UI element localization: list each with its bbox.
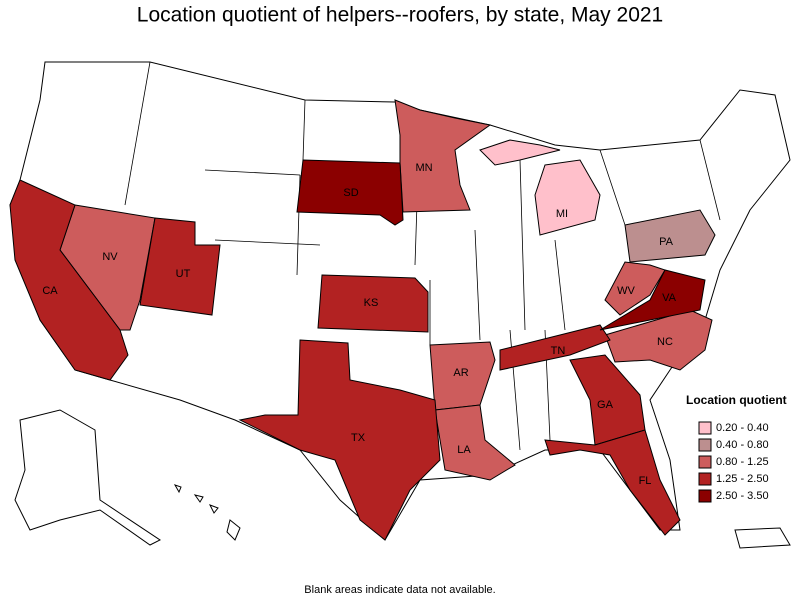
footnote: Blank areas indicate data not available. bbox=[304, 584, 495, 596]
state: FL bbox=[544, 429, 681, 536]
hawaii bbox=[173, 484, 241, 541]
state-label: TN bbox=[551, 345, 566, 357]
state: MN bbox=[394, 99, 492, 213]
state-label: NV bbox=[102, 251, 118, 263]
state: SD bbox=[296, 159, 404, 226]
legend-title: Location quotient bbox=[686, 393, 787, 407]
state-borders bbox=[124, 61, 721, 451]
state-label: KS bbox=[364, 297, 379, 309]
state-label: SD bbox=[343, 187, 358, 199]
state: UT bbox=[139, 217, 221, 316]
state-label: MI bbox=[556, 208, 568, 220]
state: TN bbox=[499, 324, 611, 371]
legend-label: 1.25 - 2.50 bbox=[716, 473, 769, 485]
state-label: PA bbox=[659, 236, 674, 248]
legend-label: 0.40 - 0.80 bbox=[716, 439, 769, 451]
state-label: TX bbox=[351, 432, 366, 444]
state-label: CA bbox=[42, 285, 58, 297]
state-label: LA bbox=[457, 444, 471, 456]
state-label: NC bbox=[657, 336, 673, 348]
map-title: Location quotient of helpers--roofers, b… bbox=[137, 4, 663, 27]
state: KS bbox=[317, 274, 429, 333]
state-label: UT bbox=[176, 268, 191, 280]
legend-label: 0.20 - 0.40 bbox=[716, 422, 769, 434]
puerto-rico bbox=[734, 527, 791, 549]
state: PA bbox=[624, 209, 716, 263]
legend-swatch bbox=[698, 489, 712, 503]
state-label: MN bbox=[415, 162, 432, 174]
state: LA bbox=[434, 404, 516, 481]
state-label: VA bbox=[662, 292, 677, 304]
legend-label: 2.50 - 3.50 bbox=[716, 490, 769, 502]
state: TX bbox=[238, 339, 441, 541]
alaska bbox=[14, 409, 161, 546]
state: NC bbox=[604, 309, 713, 371]
legend-label: 0.80 - 1.25 bbox=[716, 456, 769, 468]
state: GA bbox=[569, 354, 646, 446]
state-label: FL bbox=[639, 475, 652, 487]
state-label: WV bbox=[617, 285, 635, 297]
legend-swatch bbox=[698, 421, 712, 435]
legend-swatch bbox=[698, 455, 712, 469]
state: VA bbox=[599, 269, 706, 331]
state-label: GA bbox=[597, 399, 614, 411]
legend: Location quotient 0.20 - 0.40 0.40 - 0.80… bbox=[686, 393, 787, 503]
legend-swatch bbox=[698, 438, 712, 452]
state: MI bbox=[479, 139, 601, 236]
state: AR bbox=[429, 341, 496, 411]
state-label: AR bbox=[453, 367, 468, 379]
legend-swatch bbox=[698, 472, 712, 486]
state: CA bbox=[9, 179, 129, 381]
